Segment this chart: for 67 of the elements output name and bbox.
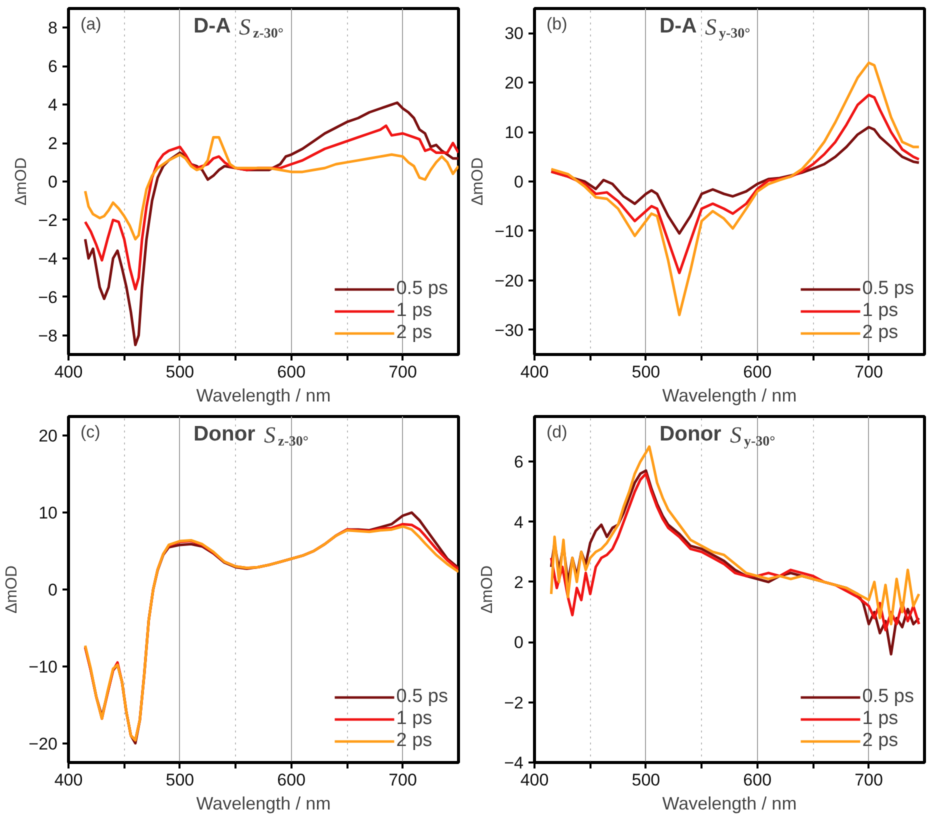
y-tick-label: −30 — [494, 320, 524, 340]
x-tick-label: 700 — [388, 362, 417, 382]
y-tick-label: −4 — [504, 754, 524, 772]
y-axis-title: ΔmOD — [13, 157, 30, 206]
x-axis-title: Wavelength / nm — [196, 386, 331, 406]
y-tick-label: 10 — [504, 123, 524, 142]
y-tick-label: 2 — [514, 572, 524, 592]
y-tick-label: 0 — [48, 580, 58, 600]
legend-label: 0.5 ps — [862, 278, 914, 300]
y-tick-label: −10 — [494, 222, 524, 241]
legend-label: 0.5 ps — [862, 686, 914, 708]
annotation: (d) — [546, 422, 568, 442]
x-axis-title: Wavelength / nm — [196, 794, 331, 814]
x-tick-label: 500 — [166, 770, 194, 790]
legend-label: 2 ps — [862, 730, 898, 752]
y-tick-label: −4 — [38, 249, 58, 268]
x-tick-label: 500 — [166, 362, 194, 382]
x-tick-label: 600 — [277, 770, 306, 790]
annotation: (b) — [546, 14, 568, 34]
annotation: (a) — [80, 14, 102, 34]
y-tick-label: 4 — [48, 96, 58, 115]
y-tick-label: −2 — [38, 210, 58, 230]
legend-label: 1 ps — [396, 708, 432, 730]
x-tick-label: 400 — [520, 362, 549, 382]
y-tick-label: −8 — [38, 326, 58, 346]
y-tick-label: 4 — [514, 512, 524, 532]
y-tick-label: −6 — [38, 288, 58, 307]
y-tick-label: 0 — [514, 633, 524, 652]
x-axis-title: Wavelength / nm — [662, 794, 797, 814]
y-tick-label: 0 — [514, 172, 524, 192]
legend-label: 1 ps — [396, 300, 432, 322]
x-axis-title: Wavelength / nm — [662, 386, 797, 406]
y-tick-label: −20 — [494, 271, 524, 290]
legend-label: 2 ps — [396, 730, 432, 752]
y-tick-label: 10 — [38, 504, 58, 523]
x-tick-label: 600 — [743, 362, 772, 382]
x-tick-label: 500 — [632, 770, 660, 790]
legend-label: 0.5 ps — [396, 278, 448, 300]
x-tick-label: 400 — [54, 770, 83, 790]
y-tick-label: 20 — [38, 426, 58, 446]
legend-label: 1 ps — [862, 300, 898, 322]
x-tick-label: 600 — [277, 362, 306, 382]
y-tick-label: 6 — [514, 452, 524, 472]
y-tick-label: 6 — [48, 57, 58, 76]
y-tick-label: −2 — [504, 693, 524, 712]
y-axis-title: ΔmOD — [470, 157, 487, 206]
y-tick-label: 30 — [504, 24, 524, 44]
y-axis-title: ΔmOD — [479, 565, 496, 614]
y-axis-title: ΔmOD — [4, 565, 21, 614]
y-tick-label: 8 — [48, 18, 58, 38]
x-tick-label: 400 — [54, 362, 83, 382]
legend-label: 2 ps — [862, 322, 898, 344]
x-tick-label: 700 — [854, 362, 883, 382]
x-tick-label: 600 — [743, 770, 772, 790]
x-tick-label: 700 — [854, 770, 883, 790]
y-tick-label: 2 — [48, 134, 58, 154]
y-tick-label: 0 — [48, 172, 58, 192]
y-tick-label: −10 — [28, 657, 58, 676]
annotation: (c) — [80, 422, 100, 442]
legend-label: 2 ps — [396, 322, 432, 344]
legend-label: 0.5 ps — [396, 686, 448, 708]
legend-label: 1 ps — [862, 708, 898, 730]
x-tick-label: 500 — [632, 362, 660, 382]
x-tick-label: 700 — [388, 770, 417, 790]
y-tick-label: 20 — [504, 74, 524, 93]
y-tick-label: −20 — [28, 734, 58, 754]
x-tick-label: 400 — [520, 770, 549, 790]
